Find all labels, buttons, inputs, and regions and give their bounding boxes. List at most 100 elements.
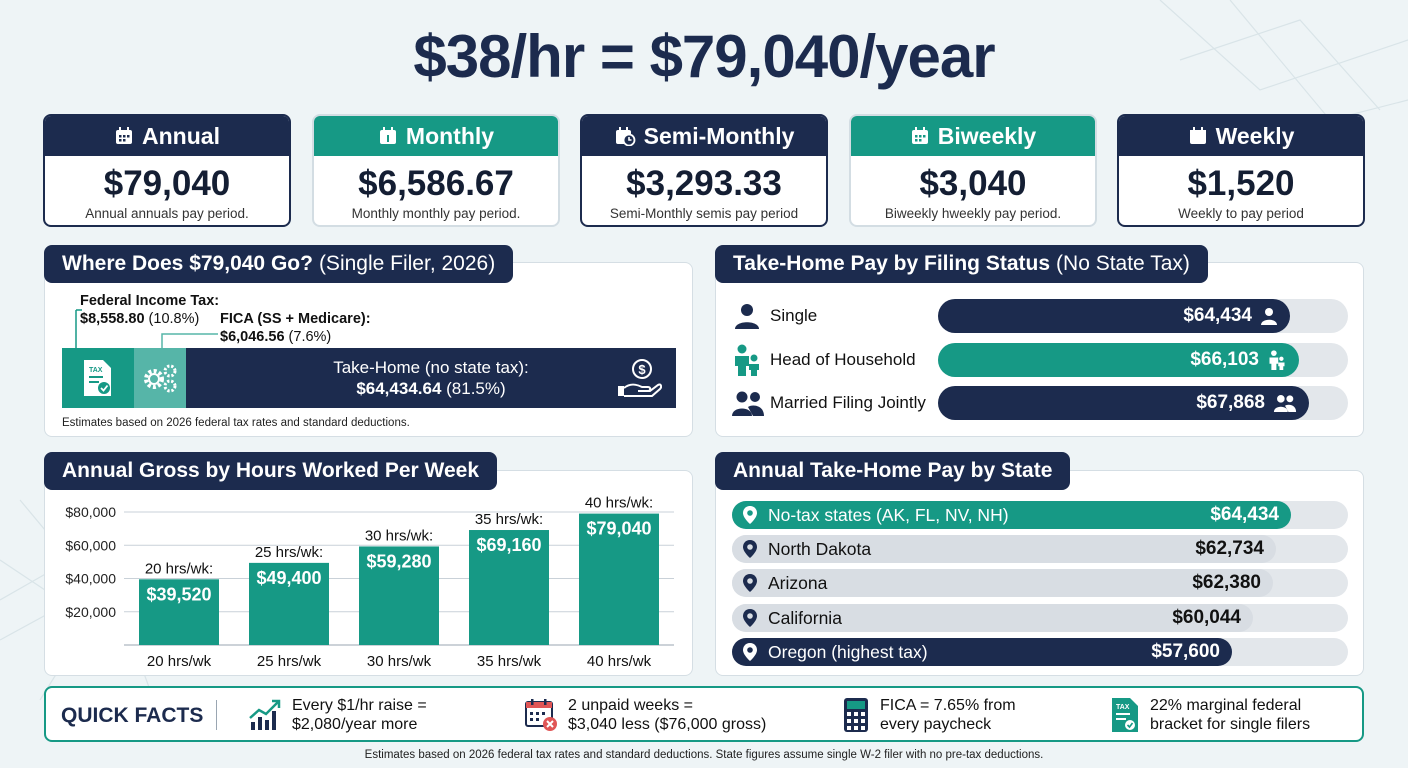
- state-value: $60,044: [1172, 607, 1241, 628]
- card-subtitle: Biweekly hweekly pay period.: [884, 206, 1062, 221]
- card-subtitle: Semi-Monthly semis pay period: [609, 206, 799, 221]
- divider: [216, 700, 217, 730]
- page-title: $38/hr = $79,040/year: [413, 23, 995, 90]
- semi-monthly-card: Semi-Monthly $3,293.33 Semi-Monthly semi…: [580, 114, 828, 227]
- card-value: $79,040: [103, 164, 231, 203]
- state-bar: No-tax states (AK, FL, NV, NH) $64,434: [732, 501, 1291, 529]
- states-title: Annual Take-Home Pay by State: [715, 452, 1071, 490]
- deductions-note: Estimates based on 2026 federal tax rate…: [62, 417, 410, 429]
- monthly-card: Monthly $6,586.67 Monthly monthly pay pe…: [312, 114, 560, 227]
- gears-icon: [144, 364, 177, 393]
- x-tick-label: 20 hrs/wk: [147, 653, 212, 670]
- calculator-icon: [844, 698, 868, 732]
- federal-tax-segment: TAX: [62, 348, 134, 408]
- svg-text:$: $: [638, 362, 646, 377]
- bar: [359, 546, 439, 645]
- bar-top-label: 25 hrs/wk:: [255, 544, 323, 561]
- state-value: $62,380: [1192, 572, 1261, 593]
- filing-row-married-jointly: Married Filing Jointly $67,868: [732, 386, 1352, 420]
- quick-fact-bracket: TAX 22% marginal federal bracket for sing…: [1110, 696, 1310, 734]
- state-row: Oregon (highest tax) $57,600: [732, 638, 1348, 666]
- card-subtitle: Monthly monthly pay period.: [351, 206, 521, 221]
- bar: [249, 562, 329, 645]
- state-bar: North Dakota $62,734: [732, 535, 1276, 563]
- location-pin-icon: [743, 506, 757, 524]
- fica-label: FICA (SS + Medicare): $6,046.56 (7.6%): [220, 311, 371, 345]
- person-icon: [1261, 308, 1277, 325]
- card-value: $3,040: [919, 164, 1027, 203]
- location-pin-icon: [743, 574, 757, 592]
- calendar-clock-icon: [615, 127, 636, 146]
- state-row: California $60,044: [732, 604, 1348, 632]
- bar: [579, 513, 659, 645]
- filing-label: Single: [770, 306, 818, 325]
- y-tick-label: $40,000: [65, 571, 116, 587]
- quick-facts-title: QUICK FACTS: [61, 704, 204, 727]
- hours-bar-chart: $20,000 $40,000 $60,000 $80,000 $39,520 20 hr…: [65, 495, 674, 670]
- federal-tax-label: Federal Income Tax: $8,558.80 (10.8%): [80, 293, 220, 327]
- hours-chart-title: Annual Gross by Hours Worked Per Week: [44, 452, 498, 490]
- quick-fact-fica: FICA = 7.65% from every paycheck: [842, 696, 1016, 734]
- card-value: $3,293.33: [626, 164, 782, 203]
- calendar-icon: [379, 127, 396, 144]
- calendar-x-icon: [525, 699, 557, 731]
- card-subtitle: Annual annuals pay period.: [85, 206, 249, 221]
- state-row: Arizona $62,380: [732, 569, 1348, 597]
- bar-value-label: $39,520: [146, 584, 211, 604]
- label-leader-lines: [75, 309, 218, 348]
- card-label: Semi-Monthly: [643, 122, 795, 149]
- x-tick-label: 30 hrs/wk: [367, 653, 432, 670]
- bar-value-label: $69,160: [476, 535, 541, 555]
- card-subtitle: Weekly to pay period: [1178, 206, 1304, 221]
- couple-icon: [732, 391, 764, 416]
- quick-fact-unpaid-weeks: 2 unpaid weeks = $3,040 less ($76,000 gro…: [524, 696, 766, 734]
- x-tick-label: 25 hrs/wk: [257, 653, 322, 670]
- bar-value-label: $49,400: [256, 568, 321, 588]
- fica-segment: [134, 348, 186, 408]
- state-value: $62,734: [1195, 538, 1264, 559]
- calendar-icon: [911, 127, 928, 144]
- location-pin-icon: [743, 609, 757, 627]
- x-tick-label: 35 hrs/wk: [477, 653, 542, 670]
- bar-top-label: 30 hrs/wk:: [365, 527, 433, 544]
- card-label: Biweekly: [937, 122, 1037, 149]
- filing-bar-head-of-household: $66,103: [938, 343, 1299, 377]
- quick-fact-raise: Every $1/hr raise = $2,080/year more: [248, 696, 427, 734]
- y-tick-label: $80,000: [65, 504, 116, 520]
- x-tick-label: 40 hrs/wk: [587, 653, 652, 670]
- svg-text:TAX: TAX: [89, 367, 103, 374]
- filing-row-single: Single $64,434: [732, 299, 1352, 333]
- bar-top-label: 35 hrs/wk:: [475, 511, 543, 528]
- annual-card: Annual $79,040 Annual annuals pay period…: [43, 114, 291, 227]
- couple-icon: [1273, 395, 1297, 412]
- state-label: California: [768, 607, 842, 628]
- y-tick-label: $60,000: [65, 537, 116, 553]
- state-bar: Oregon (highest tax) $57,600: [732, 638, 1232, 666]
- person-icon: [735, 304, 759, 329]
- money-hand-icon: $: [618, 359, 662, 397]
- filing-row-head-of-household: Head of Household $66,103: [732, 343, 1352, 377]
- biweekly-card: Biweekly $3,040 Biweekly hweekly pay per…: [849, 114, 1097, 227]
- take-home-label: Take-Home (no state tax):: [333, 358, 529, 377]
- card-label: Annual: [142, 122, 220, 149]
- filing-bar-single: $64,434: [938, 299, 1290, 333]
- filing-bar-married-jointly: $67,868: [938, 386, 1309, 420]
- state-bar: California $60,044: [732, 604, 1253, 632]
- parent-child-icon: [1269, 350, 1285, 370]
- state-label: Arizona: [768, 572, 828, 593]
- calendar-icon: [1189, 127, 1206, 144]
- filing-status-title: Take-Home Pay by Filing Status (No State …: [715, 245, 1208, 283]
- footnote: Estimates based on 2026 federal tax rate…: [364, 749, 1044, 761]
- bar: [469, 530, 549, 645]
- calendar-icon: [116, 127, 133, 144]
- state-label: Oregon (highest tax): [768, 641, 928, 662]
- deductions-bar: TAX Take-Home (no state tax): $64,434.64…: [62, 348, 676, 408]
- state-row: North Dakota $62,734: [732, 535, 1348, 563]
- bar-top-label: 40 hrs/wk:: [585, 495, 653, 512]
- quick-facts-bar: QUICK FACTS Every $1/hr raise = $2,080/ye…: [44, 686, 1364, 742]
- take-home-value: $64,434.64 (81.5%): [356, 379, 506, 398]
- bar: [139, 579, 219, 645]
- state-label: No-tax states (AK, FL, NV, NH): [768, 504, 1009, 525]
- bar-value-label: $59,280: [366, 551, 431, 571]
- card-value: $1,520: [1187, 164, 1295, 203]
